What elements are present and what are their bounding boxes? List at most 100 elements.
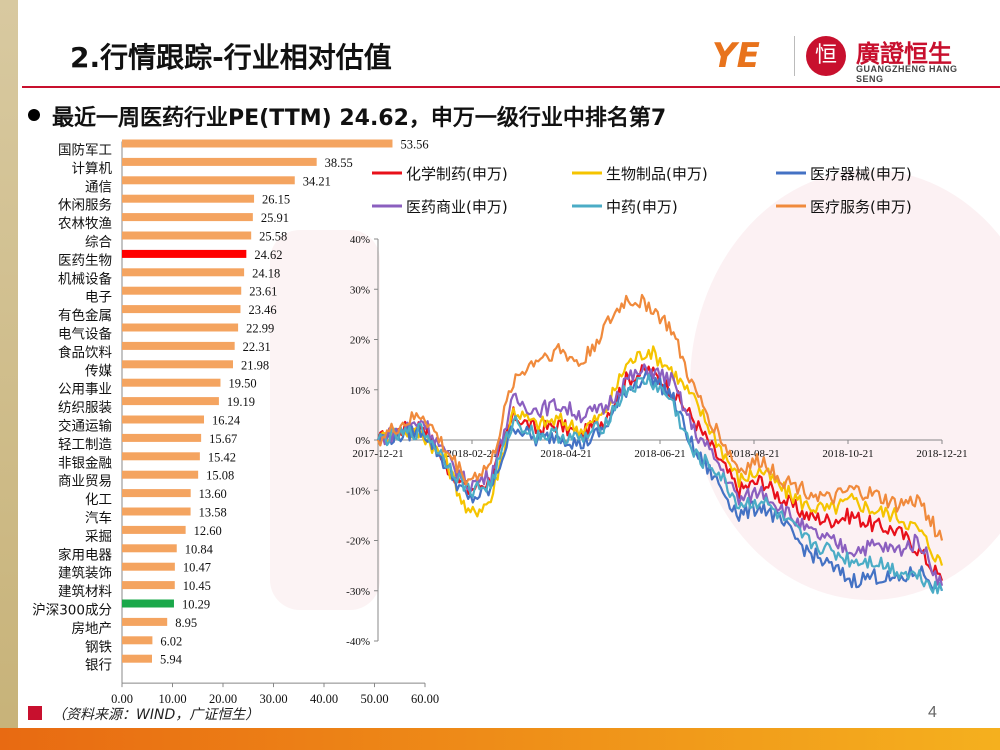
line-x-tick-label: 2017-12-21 — [352, 448, 403, 460]
bar-value-label: 34.21 — [303, 174, 331, 188]
bar-医药生物 — [122, 249, 247, 258]
page-number: 4 — [928, 704, 937, 721]
bar-category-label: 轻工制造 — [58, 437, 112, 453]
bar-value-label: 19.50 — [228, 377, 256, 391]
bar-value-label: 23.61 — [249, 285, 277, 299]
bar-综合 — [122, 231, 252, 240]
company-logo: YE 恒 廣證恒生 GUANGZHENG HANG SENG — [712, 32, 962, 84]
bar-category-label: 纺织服装 — [58, 400, 112, 416]
bar-电子 — [122, 286, 242, 295]
source-note: （资料来源：WIND，广证恒生） — [52, 707, 260, 723]
legend-label: 医疗器械(申万) — [810, 165, 912, 183]
watermark-shape — [270, 230, 380, 610]
bar-休闲服务 — [122, 194, 255, 203]
footer-square-icon — [28, 706, 42, 720]
bar-机械设备 — [122, 268, 245, 277]
bar-category-label: 汽车 — [85, 510, 112, 527]
bar-沪深300成分 — [122, 599, 174, 608]
line-y-tick-label: -40% — [346, 636, 370, 648]
legend-label: 生物制品(申万) — [606, 165, 708, 183]
bar-category-label: 电气设备 — [58, 326, 112, 343]
legend-label: 医药商业(申万) — [406, 198, 508, 216]
bar-建筑装饰 — [122, 562, 175, 571]
line-x-tick-label: 2018-06-21 — [634, 448, 685, 460]
line-y-tick-label: 0% — [355, 435, 370, 447]
bar-value-label: 22.31 — [243, 340, 271, 354]
bar-category-label: 机械设备 — [58, 270, 112, 287]
bar-value-label: 5.94 — [160, 653, 183, 667]
line-x-tick-label: 2018-04-21 — [540, 448, 591, 460]
bar-value-label: 13.58 — [199, 506, 227, 520]
bar-轻工制造 — [122, 433, 202, 442]
logo-en-name: GUANGZHENG HANG SENG — [856, 64, 958, 84]
bar-category-label: 通信 — [85, 179, 112, 195]
bar-category-label: 房地产 — [72, 621, 113, 637]
bar-category-label: 建筑装饰 — [58, 566, 112, 582]
line-x-tick-label: 2018-10-21 — [822, 448, 873, 460]
bar-国防军工 — [122, 139, 393, 148]
logo-cn-name: 廣證恒生 — [856, 40, 952, 68]
bar-通信 — [122, 176, 295, 185]
bar-value-label: 26.15 — [262, 193, 290, 207]
bar-value-label: 21.98 — [241, 358, 269, 372]
bar-value-label: 8.95 — [175, 616, 197, 630]
series-line-中药(申万) — [376, 373, 944, 595]
bar-category-label: 银行 — [85, 658, 112, 674]
bar-category-label: 商业贸易 — [58, 474, 112, 490]
line-y-tick-label: 40% — [350, 234, 370, 246]
bar-计算机 — [122, 157, 317, 166]
bar-category-label: 沪深300成分 — [32, 603, 112, 619]
bar-category-label: 农林牧渔 — [58, 216, 112, 232]
bar-交通运输 — [122, 415, 205, 424]
bar-category-label: 传媒 — [85, 363, 112, 379]
legend-label: 中药(申万) — [606, 198, 678, 216]
bar-x-tick-label: 0.00 — [111, 692, 133, 706]
bar-农林牧渔 — [122, 213, 253, 222]
bar-category-label: 综合 — [85, 235, 112, 251]
logo-mark: YE — [712, 36, 760, 76]
bar-房地产 — [122, 617, 168, 626]
bar-有色金属 — [122, 305, 241, 314]
bar-value-label: 15.67 — [209, 432, 237, 446]
line-y-tick-label: -20% — [346, 536, 370, 548]
bar-钢铁 — [122, 636, 153, 645]
legend-label: 医疗服务(申万) — [810, 198, 912, 216]
title-divider — [22, 86, 1000, 88]
bar-category-label: 非银金融 — [58, 455, 112, 471]
bar-汽车 — [122, 507, 191, 516]
bar-纺织服装 — [122, 397, 219, 406]
line-x-tick-label: 2018-08-21 — [728, 448, 779, 460]
line-x-tick-label: 2018-02-21 — [446, 448, 497, 460]
line-y-tick-label: -10% — [346, 485, 370, 497]
bar-家用电器 — [122, 544, 177, 553]
bar-category-label: 计算机 — [72, 161, 113, 177]
bar-category-label: 化工 — [85, 492, 112, 508]
bar-x-tick-label: 10.00 — [158, 692, 186, 706]
bar-银行 — [122, 654, 152, 663]
bar-value-label: 24.18 — [252, 266, 280, 280]
bottom-decorative-bar — [0, 728, 1000, 750]
bar-category-label: 家用电器 — [58, 546, 112, 563]
watermark-seal — [690, 170, 1000, 600]
logo-seal-icon: 恒 — [806, 36, 846, 76]
bar-category-label: 公用事业 — [58, 382, 112, 398]
line-y-tick-label: 30% — [350, 284, 370, 296]
bar-value-label: 15.42 — [208, 450, 236, 464]
bar-category-label: 钢铁 — [85, 639, 112, 655]
bar-传媒 — [122, 360, 233, 369]
bar-value-label: 15.08 — [206, 469, 234, 483]
bar-value-label: 10.45 — [183, 579, 211, 593]
bar-value-label: 53.56 — [400, 138, 428, 152]
bar-value-label: 25.91 — [261, 211, 289, 225]
bar-食品饮料 — [122, 341, 235, 350]
bar-x-tick-label: 30.00 — [259, 692, 287, 706]
bar-category-label: 有色金属 — [58, 307, 112, 324]
bar-category-label: 采掘 — [85, 529, 112, 545]
bar-value-label: 23.46 — [248, 303, 276, 317]
series-line-医疗服务(申万) — [376, 293, 944, 541]
bar-value-label: 12.60 — [194, 524, 222, 538]
bar-value-label: 10.47 — [183, 561, 211, 575]
bar-value-label: 25.58 — [259, 230, 287, 244]
bar-电气设备 — [122, 323, 239, 332]
